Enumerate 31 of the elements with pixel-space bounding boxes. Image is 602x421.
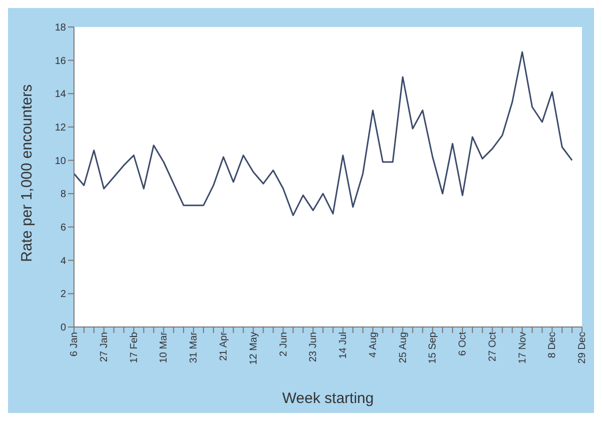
- y-tick-label: 6: [60, 222, 66, 234]
- x-tick-label: 14 Jul: [338, 332, 350, 359]
- x-tick-label: 8 Dec: [547, 332, 558, 358]
- x-tick-label: 17 Nov: [517, 332, 528, 364]
- x-tick-label: 21 Apr: [218, 331, 230, 361]
- x-tick-label: 23 Jun: [308, 332, 320, 362]
- x-tick-label: 25 Aug: [398, 332, 409, 364]
- x-tick-label: 15 Sep: [428, 332, 439, 364]
- y-tick-label: 10: [54, 156, 66, 167]
- y-tick-label: 18: [54, 22, 66, 34]
- y-tick-label: 8: [60, 189, 66, 200]
- x-tick-label: 6 Oct: [458, 332, 469, 356]
- y-tick-label: 16: [54, 56, 66, 67]
- x-tick-label: 4 Aug: [368, 332, 379, 358]
- y-tick-label: 12: [54, 122, 66, 134]
- x-tick-label: 31 Mar: [188, 331, 200, 364]
- x-tick-label: 12 May: [248, 332, 260, 365]
- x-tick-label: 10 Mar: [158, 331, 170, 364]
- y-tick-label: 4: [60, 256, 66, 267]
- x-tick-label: 27 Jan: [98, 332, 110, 362]
- x-tick-label: 2 Jun: [278, 332, 290, 356]
- x-tick-label: 17 Feb: [128, 332, 140, 364]
- y-tick-label: 2: [60, 289, 66, 300]
- x-tick-label: 27 Oct: [487, 332, 498, 362]
- y-axis-title: Rate per 1,000 encounters: [18, 84, 36, 262]
- line-series: [74, 51, 573, 216]
- x-axis-title: Week starting: [282, 390, 374, 407]
- x-tick-label: 6 Jan: [69, 332, 80, 356]
- x-tick-label: 29 Dec: [577, 332, 588, 364]
- y-tick-label: 14: [54, 89, 66, 100]
- y-tick-label: 0: [60, 322, 66, 334]
